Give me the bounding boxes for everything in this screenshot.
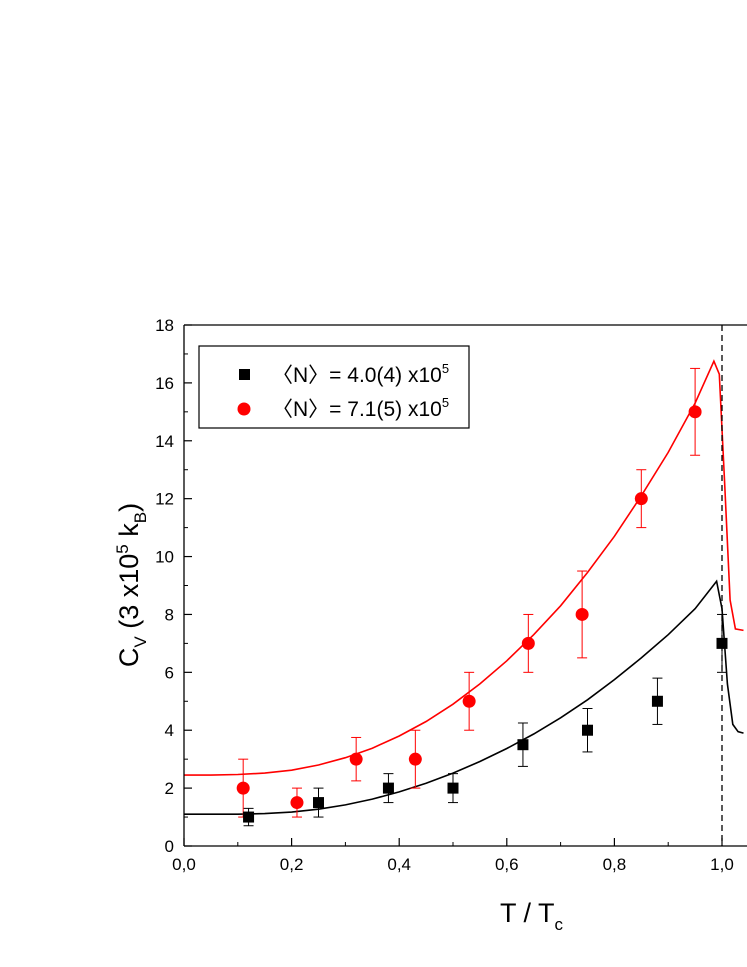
legend-marker-circle	[237, 402, 251, 416]
data-point-series-2	[236, 781, 250, 795]
legend-label-series-1: 〈N〉= 4.0(4) x105	[272, 361, 449, 387]
data-point-series-2	[688, 405, 702, 419]
y-tick-label: 16	[155, 374, 174, 393]
y-tick-label: 18	[155, 316, 174, 335]
data-point-series-1	[651, 695, 663, 707]
fit-curve-series-2	[184, 359, 744, 776]
x-tick-label: 0,0	[172, 855, 196, 874]
data-point-series-1	[716, 637, 728, 649]
x-tick-label: 0,2	[280, 855, 304, 874]
x-tick-label: 0,6	[495, 855, 519, 874]
data-point-series-2	[575, 607, 589, 621]
legend: 〈N〉= 4.0(4) x105 〈N〉= 7.1(5) x105	[198, 345, 470, 429]
y-tick-label: 10	[155, 548, 174, 567]
y-tick-label: 2	[165, 779, 174, 798]
y-tick-label: 6	[165, 663, 174, 682]
x-tick-label: 0,4	[387, 855, 411, 874]
data-point-series-2	[349, 752, 363, 766]
data-point-series-1	[447, 782, 459, 794]
y-tick-label: 0	[165, 837, 174, 856]
plot-area	[184, 325, 744, 846]
fit-curves	[184, 359, 744, 815]
y-tick-label: 8	[165, 605, 174, 624]
data-point-series-1	[243, 811, 255, 823]
tick-labels: 0,0 0,2 0,4 0,6 0,8 1,0 0 2 4 6 8 10 12 14 16 18	[155, 316, 734, 874]
axes	[183, 324, 747, 847]
y-tick-label: 14	[155, 432, 174, 451]
data-point-series-1	[582, 724, 593, 736]
data-point-series-1	[517, 739, 529, 751]
x-tick-label: 0,8	[603, 855, 627, 874]
data-point-series-2	[290, 796, 304, 810]
y-tick-label: 12	[155, 490, 174, 509]
data-point-series-2	[634, 492, 648, 506]
y-tick-label: 4	[165, 721, 174, 740]
data-point-series-1	[382, 782, 394, 794]
error-bars	[238, 367, 727, 827]
data-points	[236, 405, 728, 823]
legend-marker-square	[239, 369, 250, 380]
x-tick-label: 1,0	[710, 855, 734, 874]
data-point-series-2	[408, 752, 422, 766]
x-axis-title: T / Tc	[500, 898, 564, 934]
legend-label-series-2: 〈N〉= 7.1(5) x105	[272, 395, 449, 421]
data-point-series-2	[462, 694, 476, 708]
data-point-series-1	[313, 797, 324, 809]
y-axis-title: CV (3 x105 kB)	[113, 503, 150, 667]
data-point-series-2	[521, 636, 535, 650]
